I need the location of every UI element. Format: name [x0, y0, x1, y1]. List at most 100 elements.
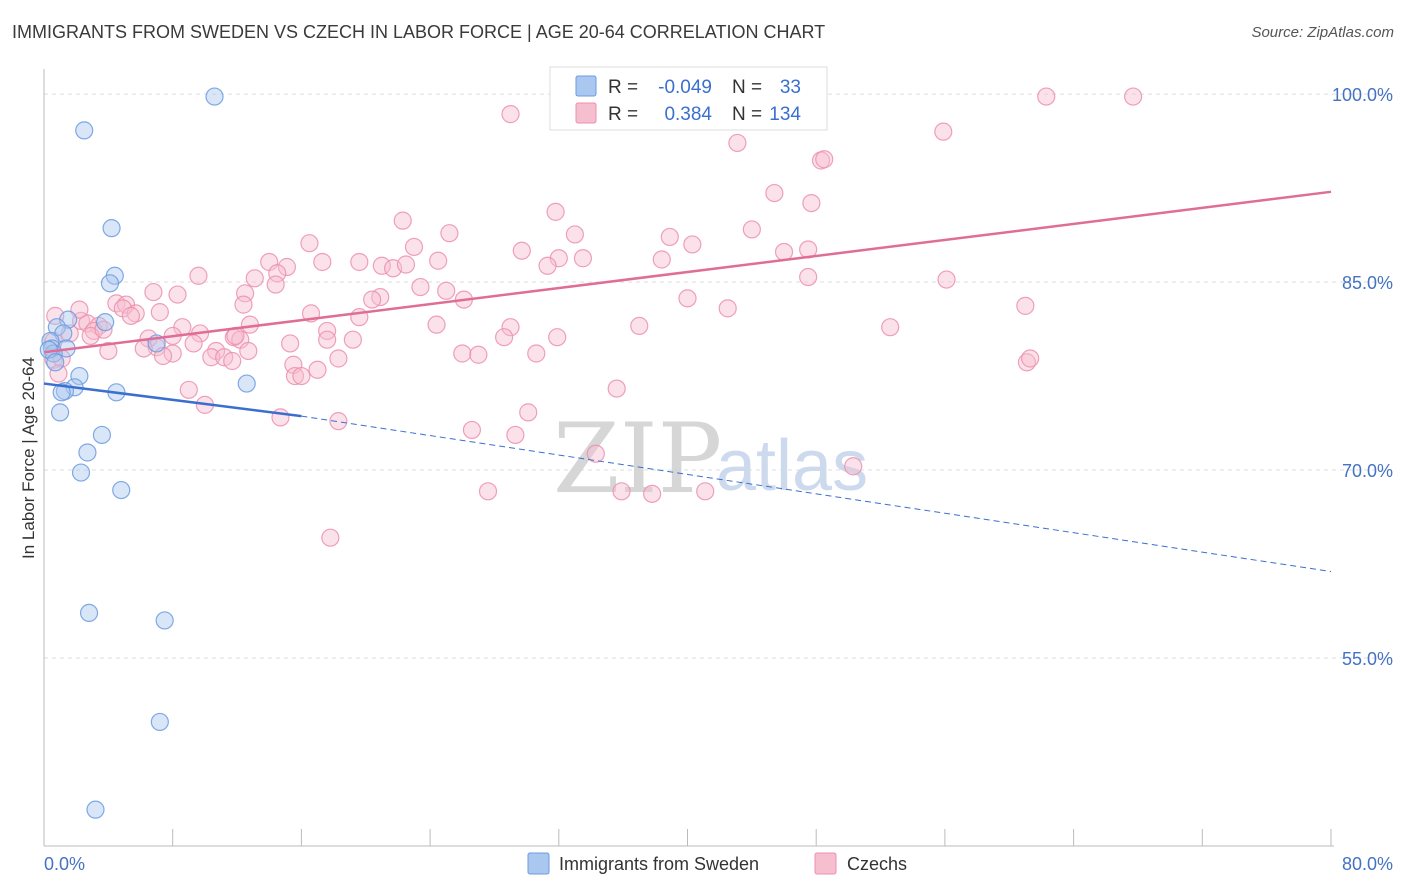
czech-point	[411, 277, 430, 297]
czech-point	[643, 484, 662, 503]
stats-legend-box: R = -0.049 N = 33 R = 0.384 N = 134	[549, 66, 828, 131]
czech-point	[126, 304, 145, 323]
x-axis-ticks	[43, 829, 1332, 846]
legend-czech-label: Czechs	[847, 854, 907, 874]
sweden-point	[92, 425, 112, 445]
czech-point	[774, 242, 794, 262]
czech-point	[234, 295, 253, 314]
czech-point	[300, 234, 319, 253]
czech-point	[245, 269, 264, 288]
series-legend: Immigrants from Sweden Czechs	[527, 852, 907, 875]
sweden-n-label: N =	[732, 77, 762, 98]
sweden-r-value: -0.049	[658, 77, 712, 98]
czech-point	[268, 264, 287, 283]
czech-point	[404, 237, 424, 257]
czech-point	[683, 235, 702, 254]
czech-point	[329, 412, 348, 431]
sweden-point	[237, 374, 256, 393]
czech-point	[329, 349, 348, 368]
czech-point	[189, 266, 208, 285]
sweden-swatch	[575, 75, 597, 97]
czech-point	[1021, 349, 1040, 368]
czech-point	[802, 193, 821, 213]
czech-point	[501, 318, 520, 337]
czech-point	[469, 345, 488, 364]
czech-point	[607, 379, 626, 398]
legend-czech-swatch	[814, 852, 837, 875]
czech-point	[799, 267, 818, 287]
czech-point	[223, 351, 242, 371]
y-tick-label: 100.0%	[1332, 85, 1393, 105]
sweden-point	[79, 603, 99, 623]
czech-point	[266, 275, 285, 294]
sweden-point	[71, 463, 91, 482]
x-tick-label: 0.0%	[44, 854, 85, 874]
sweden-point	[78, 443, 97, 462]
czech-point	[565, 225, 584, 244]
czech-n-value: 134	[769, 104, 801, 125]
czech-point	[881, 318, 900, 337]
sweden-point	[96, 313, 115, 332]
czech-point	[427, 315, 446, 334]
czech-point	[372, 256, 391, 275]
czech-r-value: 0.384	[664, 104, 712, 125]
sweden-point	[150, 712, 169, 732]
czech-point	[538, 256, 557, 275]
sweden-point	[205, 87, 224, 106]
czech-point	[271, 408, 290, 427]
czech-point	[630, 316, 649, 336]
y-axis-title: In Labor Force | Age 20-64	[19, 357, 38, 559]
sweden-point	[102, 219, 121, 238]
x-tick-label: 80.0%	[1342, 854, 1393, 874]
czech-point	[144, 282, 163, 302]
source-label: Source: ZipAtlas.com	[1251, 24, 1394, 41]
y-axis-tick-labels: 100.0% 85.0% 70.0% 55.0%	[1332, 85, 1393, 669]
czech-point	[363, 290, 382, 309]
czech-point	[184, 334, 203, 353]
czech-point	[527, 344, 546, 363]
czech-point	[292, 366, 311, 386]
sweden-points	[39, 87, 256, 819]
czech-point	[501, 105, 520, 124]
czech-point	[49, 364, 68, 383]
czech-n-label: N =	[732, 104, 762, 125]
sweden-point	[50, 403, 70, 422]
czech-point	[612, 482, 631, 501]
czech-point	[313, 252, 332, 272]
czech-point	[815, 150, 834, 169]
czech-trend-line	[43, 190, 1332, 354]
trend-lines	[43, 190, 1332, 573]
czech-point	[202, 348, 221, 367]
czech-point	[94, 320, 113, 339]
czech-point	[660, 227, 679, 247]
x-axis-tick-labels: 0.0% 80.0%	[44, 854, 1393, 874]
czech-point	[150, 303, 169, 322]
watermark-atlas: atlas	[716, 426, 868, 506]
czech-point	[179, 380, 198, 399]
czech-point	[239, 341, 258, 361]
czech-point	[396, 255, 416, 274]
sweden-point	[155, 611, 174, 630]
czech-point	[168, 285, 187, 304]
czech-r-label: R =	[608, 104, 638, 125]
czech-point	[1037, 87, 1056, 106]
sweden-trend-line	[43, 382, 302, 418]
czech-point	[1124, 87, 1143, 106]
zipatlas-watermark: ZIP atlas	[553, 403, 868, 515]
czech-point	[99, 341, 118, 361]
czech-point	[934, 122, 953, 141]
czech-point	[437, 281, 456, 300]
czech-point	[512, 241, 531, 260]
czech-point	[718, 299, 737, 318]
sweden-n-value: 33	[780, 77, 801, 98]
czech-point	[844, 457, 863, 476]
czech-point	[318, 330, 337, 349]
czech-point	[546, 202, 565, 221]
czech-point	[453, 344, 472, 363]
czech-point	[548, 328, 567, 347]
sweden-point	[70, 366, 89, 386]
czech-point	[343, 330, 362, 349]
czech-point	[519, 403, 538, 422]
czech-point	[121, 306, 140, 325]
